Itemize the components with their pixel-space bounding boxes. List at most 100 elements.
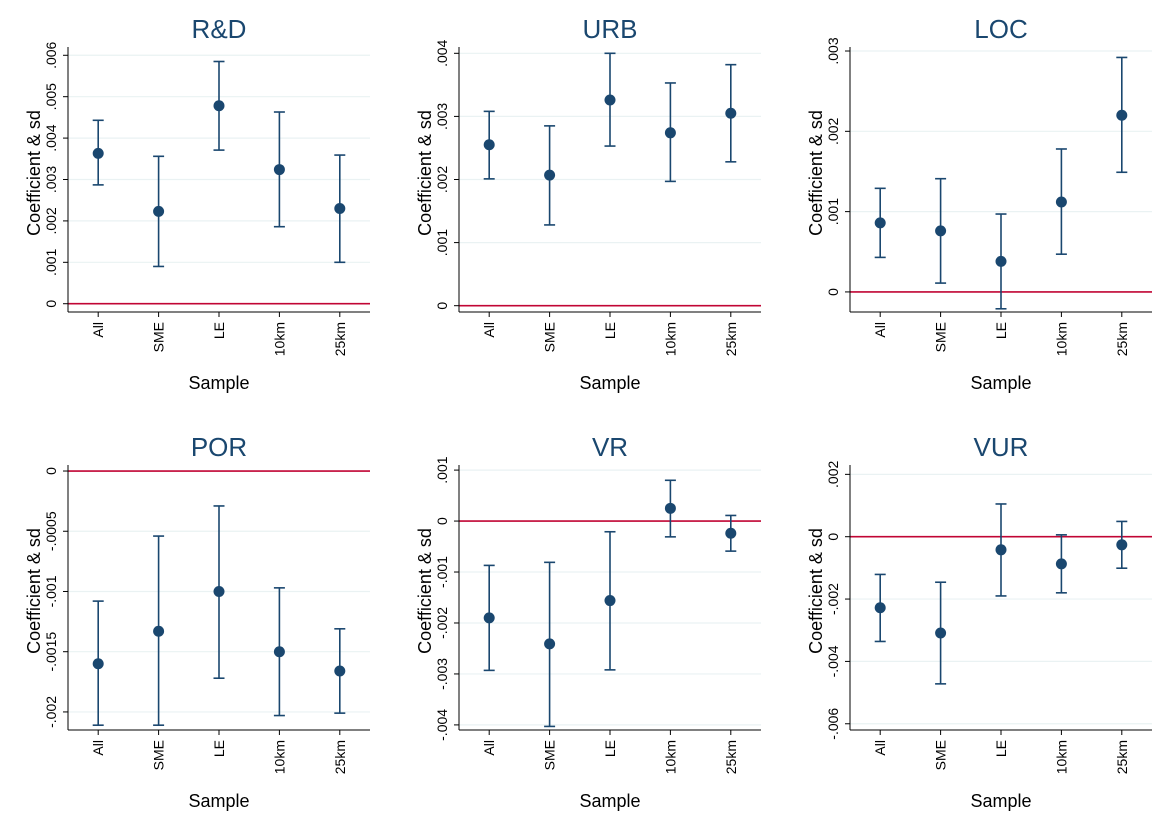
data-point <box>1116 109 1128 121</box>
x-tick-label: All <box>481 322 497 338</box>
x-tick-label: 10km <box>1053 740 1069 774</box>
x-tick-label: LE <box>211 740 227 757</box>
x-tick-label: SME <box>151 740 167 770</box>
plot-svg: .002 0 -.002 -.004 -.006 All SME LE 10km 25km <box>825 461 1152 774</box>
y-tick-label: .006 <box>43 41 59 68</box>
y-tick-label: .001 <box>43 248 59 275</box>
chart-title: LOC <box>974 14 1028 44</box>
y-tick-label: 0 <box>434 517 450 525</box>
data-point <box>995 544 1007 556</box>
y-tick-label: .002 <box>825 461 841 488</box>
plot-svg: 0 .001 .002 .003 .004 All SME LE 10km 25km <box>434 39 761 356</box>
x-axis-label: Sample <box>579 373 641 393</box>
y-tick-label: .003 <box>43 166 59 193</box>
x-tick-label: LE <box>993 322 1009 339</box>
plot-svg: 0 .001 .002 .003 .004 .005 .006 All SME LE 10km 25k… <box>43 41 370 356</box>
x-axis-label: Sample <box>970 791 1032 811</box>
chart-title: VR <box>591 432 629 462</box>
data-point <box>874 217 886 229</box>
x-tick-label: LE <box>993 740 1009 757</box>
x-tick-label: 10km <box>271 740 287 774</box>
x-tick-label: 25km <box>723 740 739 774</box>
x-tick-label: SME <box>542 322 558 352</box>
y-tick-label: .002 <box>43 207 59 234</box>
data-point <box>213 100 225 112</box>
data-point <box>483 139 495 151</box>
data-point <box>544 638 556 650</box>
y-tick-label: 0 <box>43 300 59 308</box>
chart-panel: POR Sample Coefficient & sd 0 -.0005 -.001 -.0… <box>0 418 391 836</box>
x-tick-label: All <box>90 740 106 756</box>
y-tick-label: -.006 <box>825 708 841 740</box>
x-tick-label: 10km <box>271 322 287 356</box>
data-point <box>664 502 676 514</box>
x-tick-label: All <box>872 322 888 338</box>
plot-svg: .001 0 -.001 -.002 -.003 -.004 All SME LE 10km 25k… <box>434 456 761 774</box>
y-tick-label: .002 <box>825 117 841 144</box>
y-tick-label: -.002 <box>825 583 841 615</box>
data-point <box>725 107 737 119</box>
x-tick-label: LE <box>602 322 618 339</box>
y-tick-label: 0 <box>434 302 450 310</box>
x-tick-label: 25km <box>1114 740 1130 774</box>
x-tick-label: SME <box>542 740 558 770</box>
y-tick-label: -.002 <box>434 607 450 639</box>
data-point <box>153 205 165 217</box>
x-tick-label: SME <box>933 322 949 352</box>
chart-title: R&D <box>191 14 247 44</box>
y-tick-label: .005 <box>43 83 59 110</box>
x-tick-label: 10km <box>662 322 678 356</box>
chart-panel: VR Sample Coefficient & sd .001 0 -.001 -.002-… <box>391 418 782 836</box>
data-point <box>273 646 285 658</box>
data-point <box>1116 539 1128 551</box>
x-tick-label: 10km <box>1053 322 1069 356</box>
x-axis-label: Sample <box>188 373 250 393</box>
plot-svg: 0 .001 .002 .003 All SME LE 10km 25km <box>825 37 1152 356</box>
x-tick-label: 25km <box>723 322 739 356</box>
y-tick-label: 0 <box>43 467 59 475</box>
data-point <box>1055 196 1067 208</box>
y-tick-label: 0 <box>825 288 841 296</box>
y-tick-label: -.002 <box>43 696 59 728</box>
y-tick-label: .001 <box>434 456 450 483</box>
data-point <box>604 595 616 607</box>
y-tick-label: .001 <box>825 198 841 225</box>
x-tick-label: 10km <box>662 740 678 774</box>
x-tick-label: 25km <box>332 740 348 774</box>
x-axis-label: Sample <box>970 373 1032 393</box>
x-tick-label: All <box>872 740 888 756</box>
y-tick-label: .001 <box>434 229 450 256</box>
chart-panel: URB Sample Coefficient & sd 0.001.002.003.0… <box>391 0 782 418</box>
chart-panel: LOC Sample Coefficient & sd 0.001.002.003 Al… <box>782 0 1173 418</box>
y-tick-label: .004 <box>43 124 59 151</box>
data-point <box>334 202 346 214</box>
x-axis-label: Sample <box>188 791 250 811</box>
chart-panel: VUR Sample Coefficient & sd .002 0 -.002 -.004… <box>782 418 1173 836</box>
data-point <box>725 527 737 539</box>
x-tick-label: All <box>481 740 497 756</box>
data-point <box>544 169 556 181</box>
chart-panel: R&D Sample Coefficient & sd 0.001.002.003.0… <box>0 0 391 418</box>
data-point <box>935 627 947 639</box>
data-point <box>874 602 886 614</box>
y-tick-label: 0 <box>825 533 841 541</box>
data-point <box>273 164 285 176</box>
chart-title: VUR <box>973 432 1029 462</box>
data-point <box>213 585 225 597</box>
data-point <box>334 665 346 677</box>
plot-svg: 0 -.0005 -.001 -.0015 -.002 All SME LE 10km 25km <box>43 465 370 774</box>
chart-title: URB <box>582 14 638 44</box>
data-point <box>1055 558 1067 570</box>
y-tick-label: -.001 <box>43 575 59 607</box>
y-tick-label: -.003 <box>434 658 450 690</box>
y-tick-label: .004 <box>434 39 450 66</box>
data-point <box>153 625 165 637</box>
x-tick-label: LE <box>211 322 227 339</box>
data-point <box>935 225 947 237</box>
data-point <box>92 658 104 670</box>
x-tick-label: 25km <box>332 322 348 356</box>
y-tick-label: -.0005 <box>43 511 59 551</box>
x-tick-label: SME <box>933 740 949 770</box>
y-tick-label: -.004 <box>825 645 841 677</box>
data-point <box>483 612 495 624</box>
